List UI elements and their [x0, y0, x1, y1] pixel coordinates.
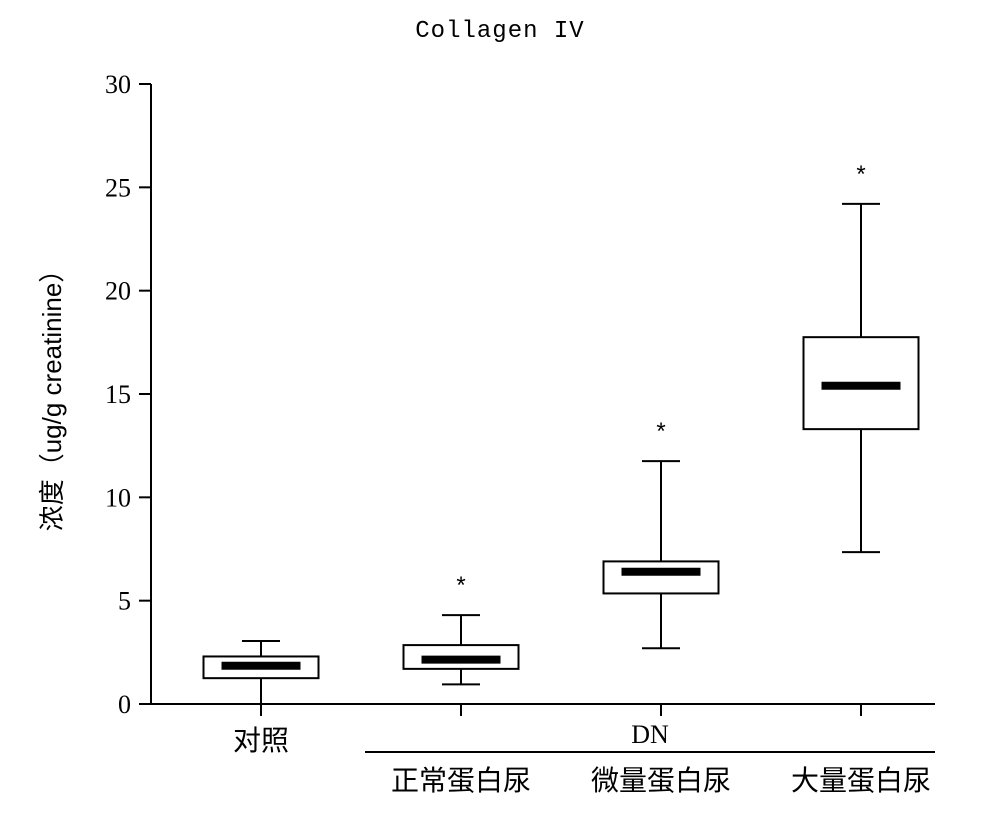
svg-text:正常蛋白尿: 正常蛋白尿: [391, 765, 531, 797]
svg-text:15: 15: [105, 380, 131, 409]
svg-text:*: *: [656, 418, 665, 445]
chart-container: Collagen IV 051015202530浓度（ug/g creatini…: [0, 0, 1000, 826]
svg-text:DN: DN: [631, 720, 669, 749]
svg-text:5: 5: [118, 587, 131, 616]
svg-text:10: 10: [105, 483, 131, 512]
svg-text:大量蛋白尿: 大量蛋白尿: [791, 765, 931, 797]
svg-text:30: 30: [105, 70, 131, 99]
svg-text:对照: 对照: [233, 725, 289, 757]
svg-text:微量蛋白尿: 微量蛋白尿: [591, 765, 731, 797]
svg-text:*: *: [856, 161, 865, 188]
svg-text:浓度（ug/g creatinine）: 浓度（ug/g creatinine）: [37, 257, 67, 532]
svg-text:25: 25: [105, 173, 131, 202]
svg-text:0: 0: [118, 690, 131, 719]
svg-text:20: 20: [105, 277, 131, 306]
svg-text:*: *: [456, 572, 465, 599]
boxplot-svg: 0 5 10 15 20 25 30 浓度（ug/g creatinine） * * * 对照正常蛋白…: [0, 0, 1000, 826]
